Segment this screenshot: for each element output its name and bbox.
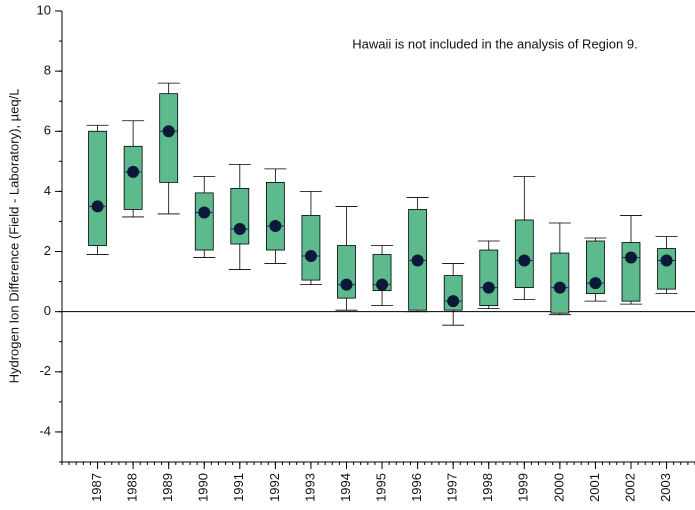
y-tick-label: 10 bbox=[37, 2, 51, 17]
median-dot bbox=[162, 125, 175, 138]
box bbox=[230, 187, 250, 245]
y-tick-label: -2 bbox=[39, 363, 51, 378]
median-dot bbox=[482, 281, 495, 294]
x-tick-label: 1994 bbox=[338, 473, 353, 502]
median-dot bbox=[376, 278, 389, 291]
x-tick-label: 1989 bbox=[160, 473, 175, 502]
x-tick-label: 1996 bbox=[409, 473, 424, 502]
median-dot bbox=[340, 278, 353, 291]
box bbox=[621, 242, 641, 302]
x-tick-label: 1987 bbox=[89, 473, 104, 502]
x-tick-label: 2001 bbox=[587, 473, 602, 502]
x-tick-label: 1995 bbox=[373, 473, 388, 502]
median-dot bbox=[518, 254, 531, 267]
median-dot bbox=[127, 165, 140, 178]
box bbox=[514, 219, 534, 289]
x-tick-label: 1998 bbox=[480, 473, 495, 502]
box bbox=[159, 93, 179, 183]
median-dot bbox=[233, 222, 246, 235]
x-tick-label: 1997 bbox=[445, 473, 460, 502]
y-axis-label: Hydrogen Ion Difference (Field - Laborat… bbox=[6, 89, 21, 384]
x-tick-label: 1999 bbox=[516, 473, 531, 502]
box bbox=[123, 145, 143, 210]
x-tick-label: 1993 bbox=[302, 473, 317, 502]
median-dot bbox=[198, 206, 211, 219]
y-tick-label: 6 bbox=[44, 123, 51, 138]
median-dot bbox=[411, 254, 424, 267]
box bbox=[301, 215, 321, 281]
x-tick-label: 1992 bbox=[267, 473, 282, 502]
x-tick-label: 2000 bbox=[551, 473, 566, 502]
x-tick-label: 1990 bbox=[196, 473, 211, 502]
x-tick-label: 1988 bbox=[125, 473, 140, 502]
x-tick-label: 1991 bbox=[231, 473, 246, 502]
annotation: Hawaii is not included in the analysis o… bbox=[352, 36, 637, 51]
median-dot bbox=[447, 295, 460, 308]
median-dot bbox=[624, 251, 637, 264]
box bbox=[479, 249, 499, 307]
y-tick-label: -4 bbox=[39, 423, 51, 438]
x-tick-label: 2002 bbox=[622, 473, 637, 502]
median-dot bbox=[660, 254, 673, 267]
y-tick-label: 2 bbox=[44, 243, 51, 258]
box bbox=[194, 192, 214, 251]
median-dot bbox=[269, 219, 282, 232]
median-dot bbox=[553, 281, 566, 294]
box bbox=[265, 181, 285, 251]
median-dot bbox=[589, 277, 602, 290]
y-tick-label: 4 bbox=[44, 183, 51, 198]
y-tick-label: 8 bbox=[44, 63, 51, 78]
box bbox=[88, 130, 107, 246]
median-dot bbox=[91, 200, 104, 213]
median-dot bbox=[304, 250, 317, 263]
y-tick-label: 0 bbox=[44, 303, 51, 318]
x-tick-label: 2003 bbox=[658, 473, 673, 502]
